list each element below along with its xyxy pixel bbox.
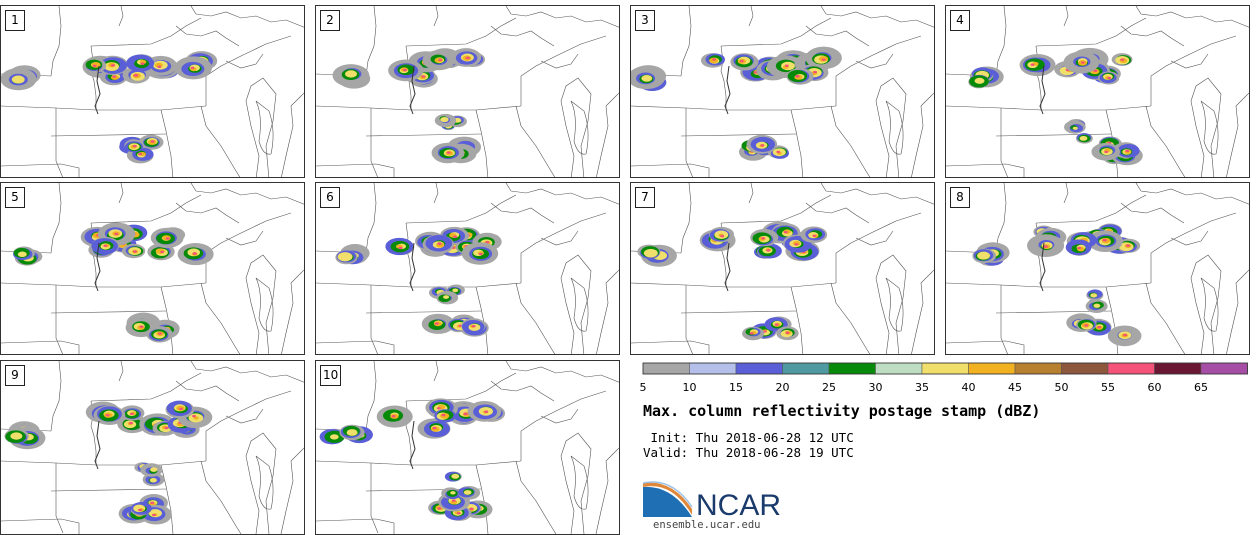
panel-number: 2	[320, 10, 340, 31]
ensemble-member-panel: 10	[315, 360, 620, 535]
colorbar-tick-label: 35	[915, 381, 929, 394]
panel-number: 6	[320, 187, 340, 208]
ensemble-member-panel: 3	[630, 5, 935, 178]
panel-number: 1	[5, 10, 25, 31]
colorbar-segment	[921, 362, 969, 375]
ensemble-member-panel: 5	[0, 182, 305, 355]
ncar-logo-text: NCAR	[696, 489, 781, 519]
colorbar-tick-label: 30	[868, 381, 883, 394]
colorbar-segment	[828, 362, 876, 375]
map-canvas	[1, 6, 304, 177]
colorbar-segment	[1061, 362, 1109, 375]
valid-time: Valid: Thu 2018-06-28 19 UTC	[643, 445, 854, 460]
colorbar-tick-label: 65	[1194, 381, 1208, 394]
panel-number: 4	[950, 10, 970, 31]
colorbar-segment	[1154, 362, 1202, 375]
colorbar-segment	[782, 362, 830, 375]
ensemble-member-panel: 2	[315, 5, 620, 178]
colorbar-segment	[735, 362, 783, 375]
map-canvas	[631, 183, 934, 354]
panel-number: 7	[635, 187, 655, 208]
ensemble-member-panel: 4	[945, 5, 1250, 178]
colorbar-tick-label: 25	[822, 381, 836, 394]
reflectivity-colorbar	[642, 362, 1248, 375]
colorbar-segment	[689, 362, 737, 375]
colorbar-tick-label: 5	[639, 381, 647, 394]
colorbar-tick-label: 20	[775, 381, 790, 394]
panel-number: 5	[5, 187, 25, 208]
map-canvas	[946, 183, 1249, 354]
map-canvas	[1, 183, 304, 354]
colorbar-segment	[968, 362, 1016, 375]
colorbar-segment	[1107, 362, 1155, 375]
panel-number: 8	[950, 187, 970, 208]
colorbar-tick-label: 40	[961, 381, 976, 394]
panel-number: 3	[635, 10, 655, 31]
map-canvas	[1, 361, 304, 534]
colorbar-tick-label: 45	[1008, 381, 1022, 394]
map-canvas	[946, 6, 1249, 177]
colorbar-segment	[1014, 362, 1062, 375]
ensemble-member-panel: 8	[945, 182, 1250, 355]
figure-title: Max. column reflectivity postage stamp (…	[643, 402, 1041, 420]
logo-url: ensemble.ucar.edu	[653, 519, 761, 531]
colorbar-tick-label: 10	[682, 381, 697, 394]
colorbar-segment	[642, 362, 690, 375]
map-canvas	[316, 361, 619, 534]
colorbar-tick-label: 15	[729, 381, 743, 394]
colorbar-segment	[875, 362, 923, 375]
colorbar-tick-label: 60	[1147, 381, 1162, 394]
ensemble-member-panel: 9	[0, 360, 305, 535]
ensemble-member-panel: 6	[315, 182, 620, 355]
colorbar-segment	[1200, 362, 1248, 375]
init-time: Init: Thu 2018-06-28 12 UTC	[643, 430, 854, 445]
ncar-logo: NCAR	[642, 481, 781, 519]
colorbar-tick-label: 55	[1101, 381, 1115, 394]
map-canvas	[316, 183, 619, 354]
map-canvas	[316, 6, 619, 177]
colorbar-tick-label: 50	[1054, 381, 1069, 394]
map-canvas	[631, 6, 934, 177]
ensemble-member-panel: 1	[0, 5, 305, 178]
panel-number: 10	[320, 365, 342, 386]
ensemble-member-panel: 7	[630, 182, 935, 355]
panel-number: 9	[5, 365, 25, 386]
